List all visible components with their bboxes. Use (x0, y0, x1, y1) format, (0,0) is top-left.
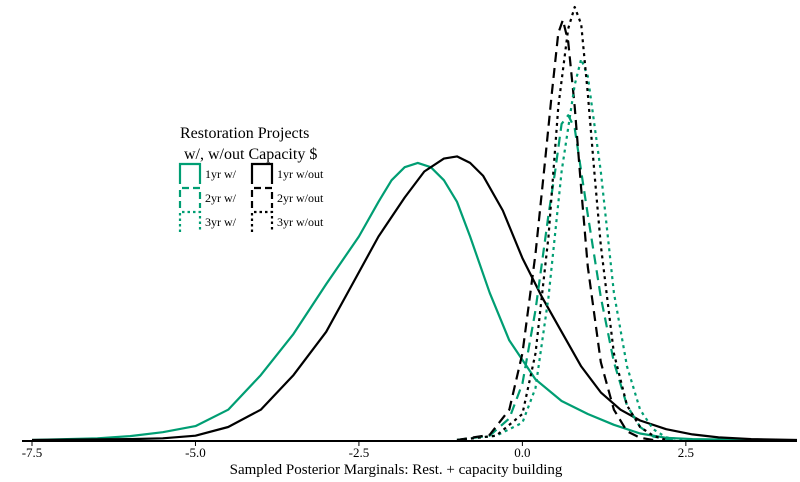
legend-entry: 2yr w/out (250, 186, 324, 208)
x-axis-title: Sampled Posterior Marginals: Rest. + cap… (230, 462, 563, 478)
legend-entries: 1yr w/1yr w/out 2yr w/2yr w/out 3yr w/3yr … (178, 162, 324, 232)
series-line-2yr-w- (456, 114, 673, 442)
legend-swatch (250, 162, 274, 184)
legend-swatch (178, 210, 202, 232)
legend-entry: 1yr w/out (250, 162, 324, 184)
legend-swatch (178, 162, 202, 184)
legend-entry: 3yr w/out (250, 210, 324, 232)
series-line-1yr-w- (31, 161, 752, 442)
legend-label: 2yr w/ (205, 191, 237, 205)
legend-label: 3yr w/ (205, 215, 237, 229)
legend-entry: 3yr w/ (178, 210, 237, 232)
legend-entry: 1yr w/ (178, 162, 237, 184)
legend-title: Restoration Projects (180, 125, 309, 142)
x-tick-label: 0.0 (514, 445, 530, 460)
legend-label: 2yr w/out (277, 191, 324, 205)
legend-swatch (250, 210, 274, 232)
legend: Restoration Projects w/, w/out Capacity … (178, 125, 324, 232)
series-line-2yr-w-out (456, 18, 654, 442)
series-line-3yr-w-out (456, 5, 667, 442)
legend-label: 3yr w/out (277, 215, 324, 229)
series-line-1yr-w-out (31, 155, 798, 442)
legend-subtitle: w/, w/out Capacity $ (184, 146, 317, 163)
x-tick-label: -5.0 (185, 445, 206, 460)
x-tick-label: -7.5 (22, 445, 43, 460)
x-axis-ticks: -7.5 -5.0 -2.5 0.0 2.5 (22, 441, 694, 460)
legend-entry: 2yr w/ (178, 186, 237, 208)
x-tick-label: -2.5 (349, 445, 370, 460)
legend-label: 1yr w/out (277, 167, 324, 181)
x-tick-label: 2.5 (678, 445, 694, 460)
legend-swatch (178, 186, 202, 208)
legend-swatch (250, 186, 274, 208)
density-curves (31, 5, 798, 442)
series-line-3yr-w- (456, 57, 686, 442)
legend-label: 1yr w/ (205, 167, 237, 181)
